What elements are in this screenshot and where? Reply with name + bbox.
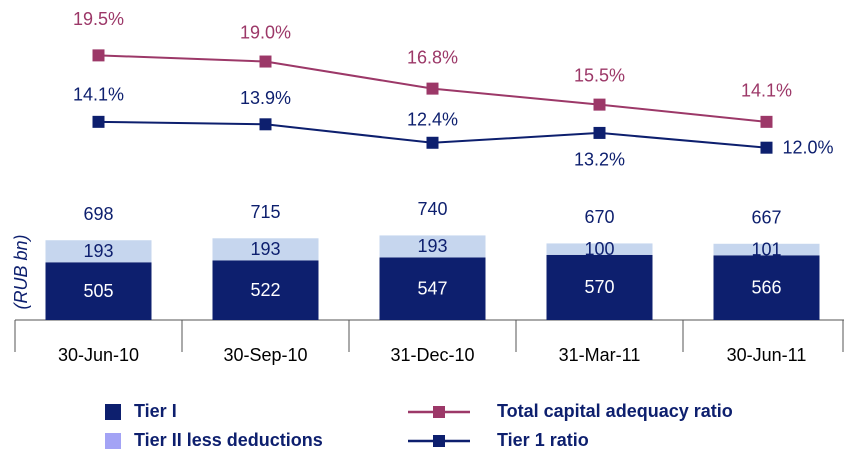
total-label: 670 — [584, 207, 614, 227]
line-value-label: 14.1% — [73, 85, 124, 105]
line-value-label: 14.1% — [741, 81, 792, 101]
legend-label: Tier I — [134, 401, 177, 421]
legend-label: Tier 1 ratio — [497, 430, 589, 450]
line-value-label: 15.5% — [574, 65, 625, 85]
bar-segment — [713, 255, 820, 320]
bar-value-label: 505 — [83, 281, 113, 301]
bar-value-label: 522 — [250, 280, 280, 300]
bar-value-label: 101 — [751, 239, 781, 259]
total-label: 740 — [417, 199, 447, 219]
line-marker — [259, 118, 272, 131]
bar-value-label: 566 — [751, 277, 781, 297]
bar-segment — [379, 257, 486, 320]
line-marker — [760, 115, 773, 128]
total-label: 698 — [83, 204, 113, 224]
bar-segment — [379, 235, 486, 258]
x-tick-label: 31-Dec-10 — [390, 345, 474, 365]
bar-value-label: 570 — [584, 277, 614, 297]
line-value-label: 12.0% — [783, 137, 834, 157]
line-marker — [593, 98, 606, 111]
total-label: 715 — [250, 202, 280, 222]
legend-label: Total capital adequacy ratio — [497, 401, 733, 421]
legend-label: Tier II less deductions — [134, 430, 323, 450]
line-value-label: 19.0% — [240, 22, 291, 42]
line-marker — [426, 82, 439, 95]
line-value-label: 12.4% — [407, 110, 458, 130]
line-marker — [92, 49, 105, 62]
legend-swatch — [105, 433, 121, 449]
x-tick-label: 31-Mar-11 — [559, 345, 641, 365]
bar-segment — [212, 260, 319, 320]
bar-segment — [546, 243, 653, 255]
line-marker — [259, 55, 272, 68]
line-marker — [92, 115, 105, 128]
bar-value-label: 193 — [83, 241, 113, 261]
legend-marker — [433, 406, 445, 418]
line-marker — [426, 136, 439, 149]
line-marker — [760, 141, 773, 154]
line-value-label: 19.5% — [73, 9, 124, 29]
bar-segment — [546, 254, 653, 320]
x-tick-label: 30-Jun-10 — [58, 345, 139, 365]
legend-marker — [433, 435, 445, 447]
line-marker — [593, 126, 606, 139]
bar-segment — [713, 243, 820, 256]
bar-value-label: 547 — [417, 278, 447, 298]
y-axis-label: (RUB bn) — [11, 234, 31, 309]
bar-value-label: 100 — [584, 239, 614, 259]
line-value-label: 13.2% — [574, 150, 625, 170]
bar-segment — [45, 240, 152, 263]
bar-segment — [45, 262, 152, 320]
x-tick-label: 30-Jun-11 — [727, 345, 807, 365]
bar-segment — [212, 238, 319, 261]
bar-value-label: 193 — [250, 239, 280, 259]
line-value-label: 16.8% — [407, 47, 458, 67]
line-value-label: 13.9% — [240, 88, 291, 108]
x-tick-label: 30-Sep-10 — [223, 345, 307, 365]
bar-value-label: 193 — [417, 236, 447, 256]
total-label: 667 — [751, 208, 781, 228]
legend-swatch — [105, 404, 121, 420]
